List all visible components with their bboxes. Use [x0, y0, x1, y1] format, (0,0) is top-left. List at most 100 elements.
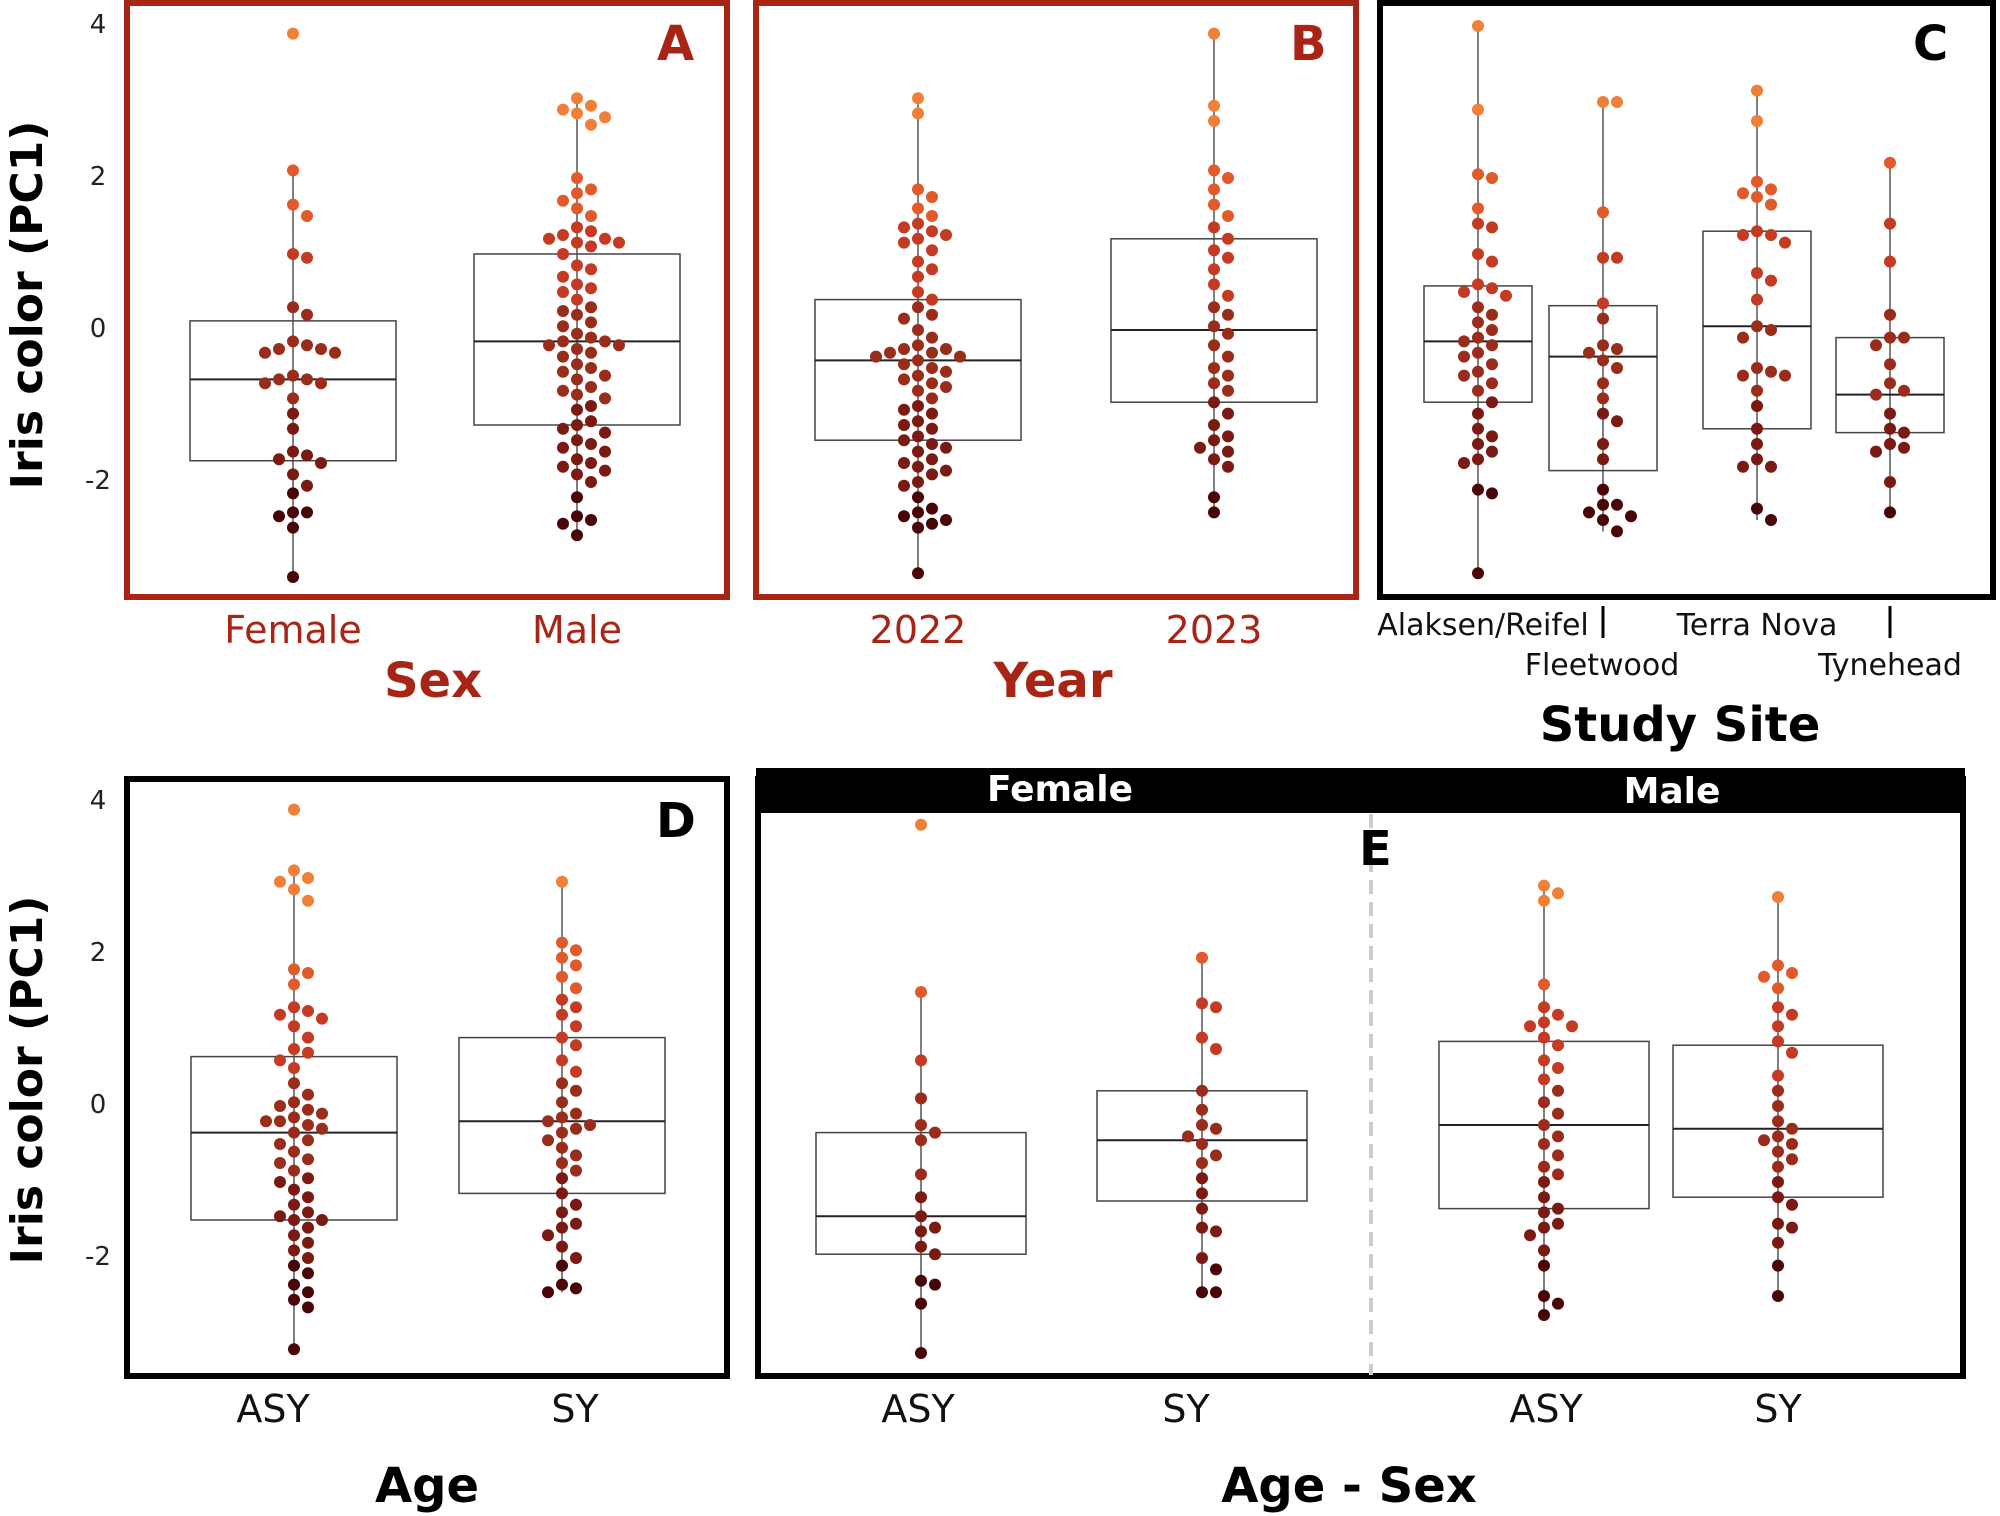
- data-point: [302, 1267, 314, 1280]
- data-point: [570, 1020, 582, 1033]
- data-point: [287, 571, 299, 583]
- data-point: [301, 449, 313, 462]
- data-point: [929, 1278, 941, 1291]
- data-point: [1758, 970, 1770, 983]
- data-point: [1751, 225, 1763, 238]
- data-point: [287, 248, 299, 260]
- data-point: [1772, 1100, 1784, 1112]
- data-point: [585, 301, 597, 314]
- data-point: [1597, 354, 1609, 367]
- data-point: [1779, 236, 1791, 249]
- data-point: [1552, 1062, 1564, 1074]
- data-point: [1597, 312, 1609, 325]
- data-point: [570, 1001, 582, 1014]
- data-point: [599, 464, 611, 477]
- data-point: [1196, 1187, 1208, 1200]
- data-point: [926, 308, 938, 321]
- data-point: [912, 107, 924, 120]
- data-point: [287, 27, 299, 40]
- data-point: [1552, 1217, 1564, 1230]
- data-point: [1538, 1160, 1550, 1173]
- facet-female-label: Female: [987, 769, 1133, 810]
- data-point: [585, 282, 597, 295]
- data-point: [1597, 438, 1609, 450]
- data-point: [557, 441, 569, 454]
- data-point: [571, 373, 583, 386]
- data-point: [301, 506, 313, 519]
- data-point: [912, 384, 924, 397]
- data-point: [1196, 997, 1208, 1010]
- data-point: [316, 1122, 328, 1135]
- data-point: [1772, 1115, 1784, 1128]
- data-point: [1222, 369, 1234, 382]
- data-point: [915, 986, 927, 998]
- data-point: [571, 172, 583, 184]
- y-tick: 2: [90, 162, 107, 192]
- data-point: [1472, 407, 1484, 420]
- data-point: [599, 392, 611, 405]
- data-point: [1222, 350, 1234, 363]
- data-point: [1786, 1122, 1798, 1135]
- data-point: [1884, 407, 1896, 420]
- data-point: [288, 1244, 300, 1257]
- data-point: [288, 803, 300, 816]
- data-point: [912, 521, 924, 534]
- data-point: [274, 1138, 286, 1150]
- data-point: [1472, 365, 1484, 378]
- data-point: [1597, 339, 1609, 352]
- data-point: [571, 202, 583, 215]
- data-point: [585, 381, 597, 393]
- data-point: [556, 936, 568, 949]
- data-point: [288, 1183, 300, 1196]
- data-point: [898, 479, 910, 492]
- data-point: [599, 426, 611, 439]
- data-point: [557, 350, 569, 363]
- data-point: [570, 1107, 582, 1120]
- data-point: [1210, 1149, 1222, 1162]
- data-point: [1552, 1202, 1564, 1215]
- data-point: [1597, 514, 1609, 526]
- data-point: [926, 263, 938, 276]
- x-axis-title-sex: Sex: [384, 653, 482, 709]
- data-point: [274, 1100, 286, 1112]
- data-point: [1625, 510, 1637, 523]
- data-point: [571, 92, 583, 105]
- data-point: [1751, 293, 1763, 306]
- data-point: [1597, 392, 1609, 405]
- data-point: [1552, 1168, 1564, 1181]
- data-point: [1772, 1035, 1784, 1048]
- data-point: [302, 1103, 314, 1116]
- data-point: [302, 1046, 314, 1059]
- data-point: [315, 343, 327, 355]
- data-point: [556, 970, 568, 983]
- data-point: [884, 346, 896, 359]
- data-point: [585, 400, 597, 412]
- data-point: [1772, 1130, 1784, 1143]
- data-point: [557, 384, 569, 397]
- data-point: [557, 422, 569, 435]
- data-point: [260, 1115, 272, 1128]
- data-point: [557, 194, 569, 207]
- data-point: [302, 872, 314, 884]
- data-point: [1196, 1286, 1208, 1299]
- x-axis-title-study-site: Study Site: [1540, 697, 1821, 753]
- data-point: [926, 346, 938, 359]
- data-point: [1208, 419, 1220, 431]
- data-point: [1472, 438, 1484, 450]
- data-point: [571, 419, 583, 431]
- data-point: [556, 993, 568, 1006]
- data-point: [1772, 1145, 1784, 1158]
- data-point: [1458, 335, 1470, 348]
- data-point: [556, 1126, 568, 1139]
- data-point: [301, 373, 313, 386]
- data-point: [570, 944, 582, 957]
- data-point: [926, 438, 938, 450]
- data-point: [1786, 1198, 1798, 1211]
- data-point: [1884, 358, 1896, 371]
- data-point: [1472, 301, 1484, 314]
- data-point: [556, 1054, 568, 1067]
- data-point: [316, 1012, 328, 1025]
- data-point: [1884, 331, 1896, 344]
- data-point: [585, 362, 597, 374]
- data-point: [915, 1191, 927, 1204]
